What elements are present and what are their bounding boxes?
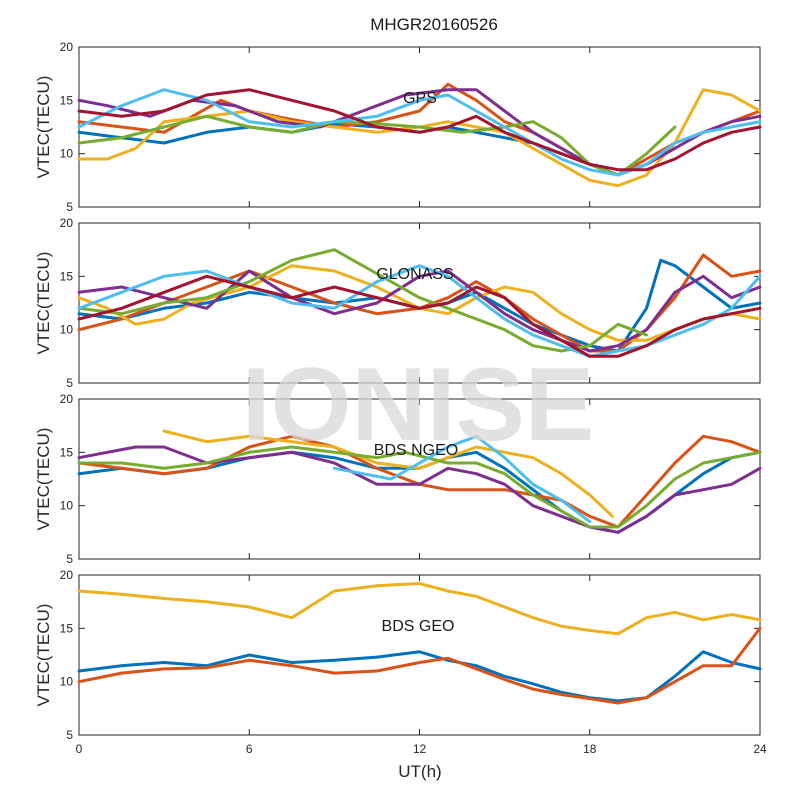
y-tick-label: 20 xyxy=(60,392,74,406)
y-tick-label: 5 xyxy=(66,376,73,390)
y-tick-label: 10 xyxy=(60,147,74,161)
y-axis-label: VTEC(TECU) xyxy=(34,604,53,707)
series-line-1 xyxy=(77,82,762,177)
series-line-5 xyxy=(77,88,762,177)
panel-3: 5 10 15 20 0 6 12 18 24 BDS GEO VTEC(TECU) xyxy=(34,568,767,756)
series-line-5 xyxy=(332,434,592,524)
y-tick-label: 15 xyxy=(60,621,74,635)
series-line-1 xyxy=(77,626,762,705)
panels: 5 10 15 20 GPS VTEC(TECU) 5 10 15 20 GLONASS VTEC(T… xyxy=(34,40,767,756)
y-tick-label: 10 xyxy=(60,499,74,513)
panel-0: 5 10 15 20 GPS VTEC(TECU) xyxy=(34,40,762,214)
y-tick-label: 15 xyxy=(60,93,74,107)
series-line-1 xyxy=(77,253,762,353)
series-line-2 xyxy=(77,264,762,342)
y-tick-label: 20 xyxy=(60,568,74,582)
y-tick-label: 20 xyxy=(60,40,74,54)
y-axis-label: VTEC(TECU) xyxy=(34,76,53,179)
y-tick-label: 20 xyxy=(60,216,74,230)
y-tick-label: 10 xyxy=(60,323,74,337)
series-line-3 xyxy=(77,269,762,353)
series-line-3 xyxy=(77,88,762,177)
figure-title: MHGR20160526 xyxy=(370,15,498,34)
x-axis-label: UT(h) xyxy=(398,762,441,781)
panel-2: 5 10 15 20 BDS NGEO VTEC(TECU) xyxy=(34,392,762,566)
panel-annotation: BDS GEO xyxy=(382,618,455,635)
y-tick-label: 5 xyxy=(66,728,73,742)
y-axis-label: VTEC(TECU) xyxy=(34,252,53,355)
series-line-6 xyxy=(77,274,762,358)
panel-annotation: BDS NGEO xyxy=(374,442,458,459)
x-tick-label: 24 xyxy=(753,742,767,756)
watermark: IONISE xyxy=(242,347,595,463)
y-tick-label: 15 xyxy=(60,445,74,459)
series-line-4 xyxy=(77,445,762,529)
y-tick-label: 10 xyxy=(60,675,74,689)
y-tick-label: 5 xyxy=(66,552,73,566)
series-line-4 xyxy=(77,114,677,177)
x-tick-label: 18 xyxy=(583,742,597,756)
series-line-3 xyxy=(77,445,762,534)
y-tick-label: 5 xyxy=(66,200,73,214)
series-line-0 xyxy=(77,650,762,703)
series-line-2 xyxy=(77,88,762,188)
series-line-2 xyxy=(77,582,762,636)
y-tick-label: 15 xyxy=(60,269,74,283)
series-line-2 xyxy=(162,429,614,518)
series-line-0 xyxy=(77,258,762,353)
panel-annotation: GLONASS xyxy=(376,266,453,283)
series-line-6 xyxy=(77,88,762,172)
x-tick-label: 6 xyxy=(246,742,253,756)
series-line-5 xyxy=(77,264,762,358)
panel-annotation: GPS xyxy=(403,90,437,107)
plot-area-2 xyxy=(78,398,761,560)
x-tick-label: 12 xyxy=(413,742,427,756)
series-line-4 xyxy=(77,248,648,353)
x-tick-label: 0 xyxy=(76,742,83,756)
y-axis-label: VTEC(TECU) xyxy=(34,428,53,531)
panel-1: 5 10 15 20 GLONASS VTEC(TECU) xyxy=(34,216,762,390)
